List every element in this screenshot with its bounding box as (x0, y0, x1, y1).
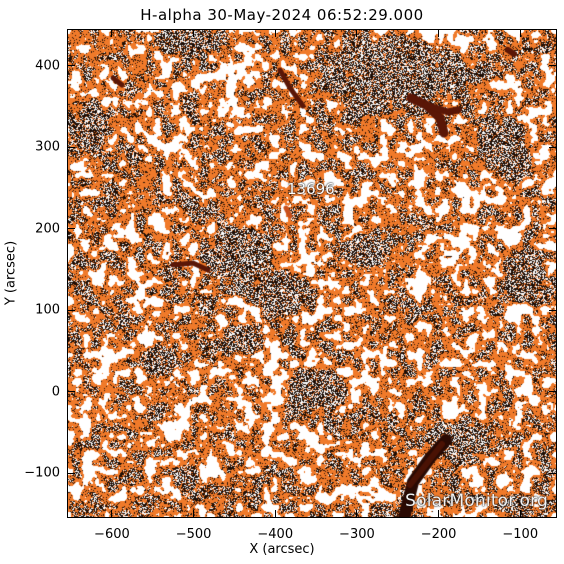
y-tick-label: 300 (35, 139, 60, 155)
x-tick-mark (519, 29, 521, 37)
y-tick-mark (549, 228, 557, 230)
active-region-label: 13696 (287, 180, 335, 198)
y-tick-mark (549, 65, 557, 67)
x-tick-mark (356, 29, 358, 37)
watermark: SolarMonitor.org (405, 491, 548, 511)
x-tick-mark (438, 510, 440, 518)
y-tick-label: 400 (35, 58, 60, 74)
x-tick-label: −500 (175, 527, 212, 542)
y-tick-mark (67, 309, 75, 311)
y-tick-mark (549, 472, 557, 474)
y-tick-mark (549, 309, 557, 311)
y-tick-mark (549, 146, 557, 148)
x-tick-mark (111, 510, 113, 518)
x-tick-mark (274, 29, 276, 37)
x-tick-label: −100 (502, 527, 539, 542)
y-tick-mark (67, 146, 75, 148)
x-tick-mark (193, 29, 195, 37)
y-tick-mark (67, 228, 75, 230)
halpha-solar-image (68, 30, 556, 517)
halpha-image-frame: 13696 SolarMonitor.org (67, 29, 557, 518)
x-tick-label: −400 (257, 527, 294, 542)
y-tick-label: −100 (24, 465, 60, 481)
x-tick-mark (193, 510, 195, 518)
y-tick-mark (67, 65, 75, 67)
x-tick-mark (356, 510, 358, 518)
x-tick-mark (519, 510, 521, 518)
x-tick-mark (438, 29, 440, 37)
y-tick-mark (67, 472, 75, 474)
x-tick-label: −600 (94, 527, 130, 542)
x-tick-mark (274, 510, 276, 518)
y-tick-mark (67, 391, 75, 393)
y-tick-label: 100 (35, 302, 60, 318)
image-title: H-alpha 30-May-2024 06:52:29.000 (140, 6, 424, 24)
x-tick-label: −300 (339, 527, 375, 542)
y-tick-label: 0 (51, 384, 60, 400)
y-tick-label: 200 (35, 221, 60, 237)
x-axis-label: X (arcsec) (249, 542, 315, 557)
x-tick-label: −200 (420, 527, 457, 542)
y-axis-label: Y (arcsec) (3, 240, 19, 306)
x-tick-mark (111, 29, 113, 37)
y-tick-mark (549, 391, 557, 393)
